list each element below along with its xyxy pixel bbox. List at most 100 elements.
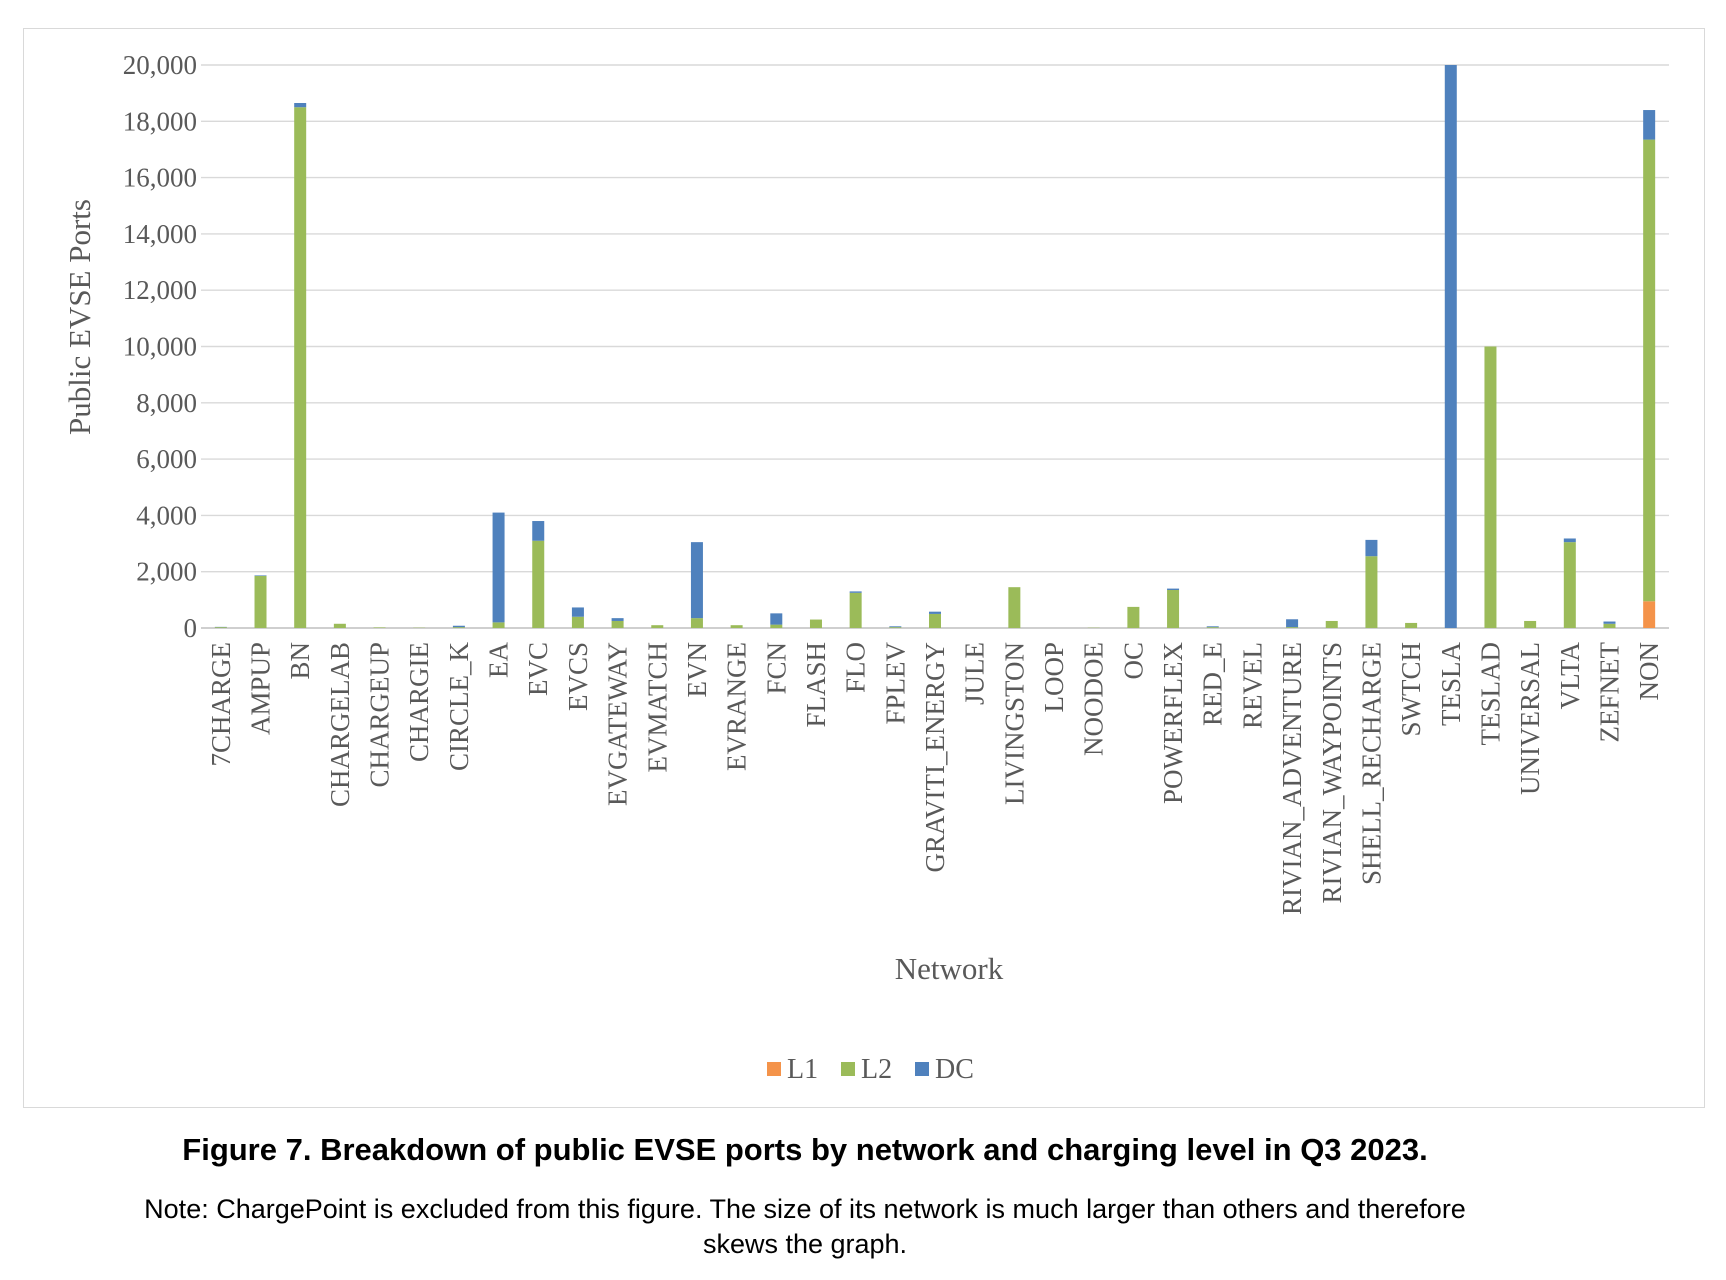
- y-tick-label: 12,000: [123, 275, 197, 305]
- x-tick-label: EVMATCH: [642, 642, 672, 773]
- bar-dc-tesla: [1444, 65, 1457, 628]
- x-tick-label: JULE: [960, 642, 990, 705]
- bar-dc-evn: [690, 542, 703, 619]
- bar-dc-flo: [849, 591, 862, 593]
- bars: [214, 65, 1656, 629]
- bar-l2-evgateway: [611, 620, 624, 628]
- bar-l2-powerflex: [1167, 589, 1180, 628]
- legend-swatch-l2: [841, 1062, 855, 1076]
- bar-l2-ea: [492, 622, 505, 628]
- y-tick-label: 2,000: [136, 557, 197, 587]
- x-tick-labels: 7CHARGE AMPUP BN CHARGELAB CHARGEUP CHARGIE CI…: [206, 641, 1664, 914]
- x-tick-label: CHARGELAB: [325, 642, 355, 807]
- bar-dc-vlta: [1563, 538, 1576, 543]
- gridlines: [201, 64, 1669, 629]
- x-tick-label: RIVIAN_ADVENTURE: [1277, 642, 1307, 915]
- bar-l2-evrange: [730, 625, 743, 628]
- bar-l2-rivian_adventure: [1286, 627, 1299, 628]
- x-axis-title: Network: [895, 951, 1004, 986]
- y-tick-label: 18,000: [123, 106, 197, 136]
- x-tick-label: EVGATEWAY: [603, 642, 633, 806]
- x-tick-label: EVN: [682, 642, 712, 698]
- bar-l2-fplev: [889, 627, 902, 628]
- x-tick-label: FLO: [841, 642, 871, 693]
- y-tick-label: 14,000: [123, 219, 197, 249]
- bar-l2-circle_k: [452, 627, 465, 628]
- x-tick-label: UNIVERSAL: [1515, 642, 1545, 795]
- legend-swatch-dc: [915, 1062, 929, 1076]
- bar-l2-evcs: [571, 616, 584, 628]
- bar-l2-livingston: [1008, 587, 1021, 628]
- x-tick-label: FPLEV: [880, 642, 910, 725]
- x-tick-label: TESLAD: [1475, 642, 1505, 746]
- bar-dc-ampup: [254, 575, 267, 576]
- bar-l2-swtch: [1405, 622, 1418, 628]
- x-tick-label: EVC: [523, 642, 553, 696]
- bar-l2-oc: [1127, 606, 1140, 628]
- bar-l2-vlta: [1563, 542, 1576, 628]
- bar-dc-graviti_energy: [929, 611, 941, 614]
- bar-chart: 0 2,000 4,000 6,000 8,000 10,000 12,000 14,000 1…: [62, 50, 1669, 1085]
- y-tick-label: 10,000: [123, 332, 197, 362]
- bar-dc-evc: [532, 521, 545, 541]
- x-tick-label: CHARGEUP: [365, 642, 395, 788]
- x-tick-label: 7CHARGE: [206, 642, 236, 767]
- bar-l2-non: [1643, 139, 1656, 602]
- bar-l2-ampup: [254, 575, 267, 628]
- x-tick-label: POWERFLEX: [1158, 641, 1188, 804]
- x-tick-label: LOOP: [1039, 642, 1069, 713]
- x-tick-label: GRAVITI_ENERGY: [920, 642, 950, 873]
- y-tick-label: 0: [184, 613, 198, 643]
- bar-dc-zefnet: [1603, 621, 1616, 624]
- bar-dc-ea: [492, 512, 505, 623]
- bar-l2-shell_recharge: [1365, 556, 1378, 628]
- bar-dc-fplev: [889, 626, 902, 628]
- y-tick-labels: 0 2,000 4,000 6,000 8,000 10,000 12,000 14,000 1…: [123, 50, 197, 643]
- x-tick-label: CHARGIE: [404, 642, 434, 762]
- bar-dc-evcs: [571, 607, 584, 617]
- legend: L1 L2 DC: [767, 1054, 974, 1085]
- bar-l2-flash: [809, 619, 822, 628]
- bar-l2-red_e: [1206, 627, 1219, 628]
- bar-l2-teslad: [1484, 346, 1497, 628]
- y-tick-label: 4,000: [136, 500, 197, 530]
- bar-l2-evc: [532, 540, 545, 628]
- x-tick-label: ZEFNET: [1594, 642, 1624, 743]
- figure-caption: Figure 7. Breakdown of public EVSE ports…: [182, 1132, 1428, 1167]
- x-tick-label: REVEL: [1237, 642, 1267, 729]
- bar-dc-red_e: [1206, 626, 1219, 628]
- legend-swatch-l1: [767, 1062, 781, 1076]
- x-tick-label: VLTA: [1555, 642, 1585, 710]
- bar-l2-fcn: [770, 624, 783, 628]
- bar-l2-evn: [690, 618, 703, 628]
- bar-l1-non: [1643, 601, 1656, 628]
- y-tick-label: 8,000: [136, 388, 197, 418]
- y-tick-label: 20,000: [123, 50, 197, 80]
- x-tick-label: EA: [484, 642, 514, 678]
- figure-note-line-2: skews the graph.: [702, 1229, 908, 1259]
- bar-l2-evmatch: [651, 625, 664, 628]
- x-tick-label: AMPUP: [246, 642, 276, 735]
- x-tick-label: SWTCH: [1396, 642, 1426, 737]
- bar-l2-chargeup: [373, 627, 386, 628]
- bar-dc-bn: [294, 103, 307, 108]
- x-tick-label: CIRCLE_K: [444, 642, 474, 772]
- bar-dc-shell_recharge: [1365, 539, 1378, 557]
- legend-label-l2: L2: [861, 1054, 892, 1085]
- figure-note: Note: ChargePoint is excluded from this …: [60, 1192, 1550, 1262]
- x-tick-label: RIVIAN_WAYPOINTS: [1317, 642, 1347, 904]
- x-tick-label: EVCS: [563, 642, 593, 711]
- bar-l2-universal: [1524, 620, 1537, 628]
- bar-l2-chargelab: [333, 623, 346, 628]
- figure-note-line-1: Note: ChargePoint is excluded from this …: [144, 1194, 1466, 1224]
- x-tick-label: LIVINGSTON: [999, 642, 1029, 805]
- x-tick-label: NON: [1634, 642, 1664, 701]
- bar-dc-non: [1643, 110, 1656, 140]
- bar-l2-7charge: [214, 627, 227, 628]
- bar-dc-evgateway: [611, 618, 624, 621]
- x-tick-label: RED_E: [1198, 642, 1228, 726]
- x-tick-label: FLASH: [801, 642, 831, 728]
- bar-l2-bn: [294, 107, 307, 629]
- y-axis-title: Public EVSE Ports: [62, 199, 97, 435]
- x-tick-label: OC: [1118, 642, 1148, 680]
